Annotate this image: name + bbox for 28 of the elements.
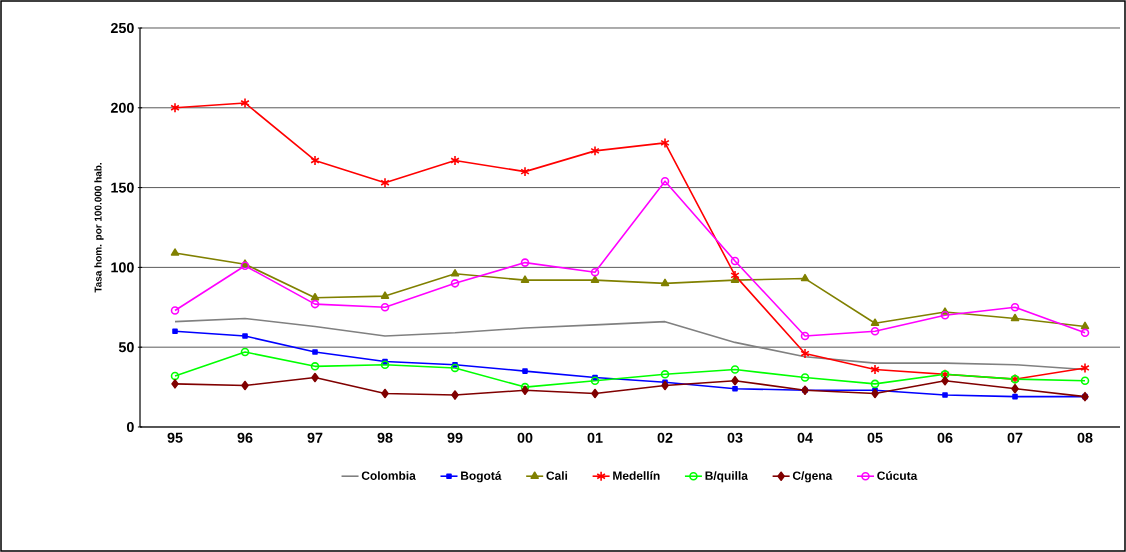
x-tick-label: 98 (377, 432, 393, 443)
legend-label: Bogotá (461, 471, 502, 483)
y-tick-label: 250 (110, 22, 134, 34)
legend-label: Cali (546, 471, 568, 480)
legend-label: Colombia (361, 471, 416, 480)
x-tick-label: 02 (657, 432, 673, 443)
x-tick-label: 03 (727, 432, 743, 443)
x-tick-label: 00 (517, 432, 533, 443)
y-axis-title: Tasa hom. por 100.000 hab. (94, 163, 104, 293)
legend-label: B/quilla (705, 471, 748, 483)
legend-label: Cúcuta (877, 471, 918, 480)
x-tick-label: 06 (937, 432, 953, 443)
x-tick-label: 01 (587, 432, 603, 443)
legend-label: C/gena (792, 471, 833, 483)
x-tick-label: 07 (1007, 432, 1023, 443)
y-tick-label: 100 (111, 262, 134, 273)
y-tick-label: 0 (126, 421, 134, 433)
x-tick-label: 08 (1077, 432, 1093, 443)
y-tick-label: 150 (111, 182, 134, 193)
x-tick-label: 95 (167, 432, 183, 443)
y-tick-label: 50 (118, 342, 134, 353)
x-tick-label: 97 (307, 432, 323, 443)
y-tick-label: 200 (110, 102, 134, 113)
x-tick-label: 04 (797, 432, 813, 443)
x-tick-label: 05 (867, 432, 883, 443)
x-tick-label: 99 (447, 432, 463, 443)
legend-label: Medellín (613, 471, 660, 480)
x-tick-label: 96 (237, 432, 253, 443)
